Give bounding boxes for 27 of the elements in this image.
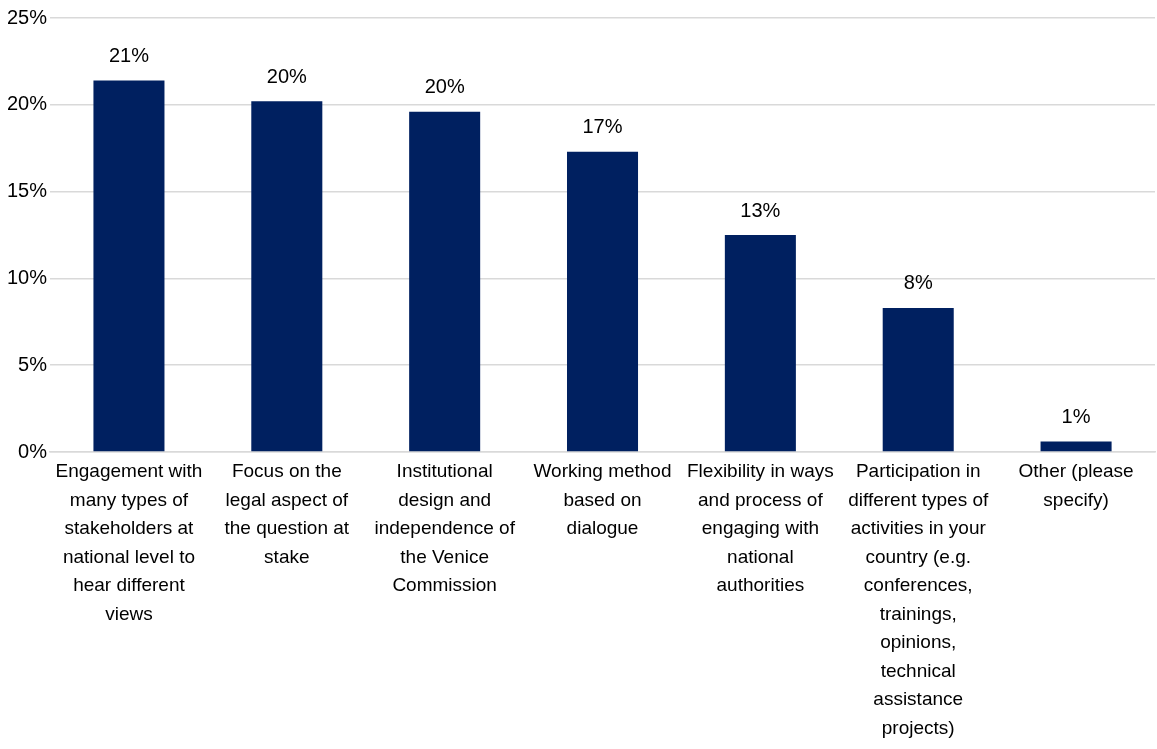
data-label: 17% xyxy=(582,115,623,138)
bar xyxy=(882,307,954,452)
data-label: 1% xyxy=(1061,405,1091,428)
y-tick-label: 0% xyxy=(18,439,48,462)
data-label: 8% xyxy=(903,271,933,294)
bar xyxy=(409,111,481,452)
category-label: Participation in different types of activities in your country (e.g. conferences, trainings, opinions, technical assistance projects) xyxy=(848,460,989,738)
bar xyxy=(251,101,323,452)
y-tick-label: 10% xyxy=(7,265,48,288)
x-tick-label: Focus on the legal aspect of the question at stake xyxy=(224,460,350,567)
data-label: 21% xyxy=(108,44,150,67)
data-label: 20% xyxy=(266,64,308,87)
x-tick-label: Flexibility in ways and process of engaging with national authorities xyxy=(686,460,834,596)
x-tick-label: Engagement with many types of stakeholders at national level to hear different views xyxy=(55,460,203,624)
y-tick-label: 20% xyxy=(7,92,48,115)
data-label: 13% xyxy=(740,198,781,221)
bar xyxy=(567,151,639,452)
bar xyxy=(1040,441,1112,452)
bar xyxy=(93,80,165,452)
x-tick-label: Working method based on dialogue xyxy=(533,460,672,539)
y-tick-label: 15% xyxy=(7,179,48,202)
x-tick-label: Institutional design and independence of the Venice Commission xyxy=(374,460,516,596)
data-label: 20% xyxy=(424,75,465,98)
y-tick-label: 5% xyxy=(18,352,48,375)
y-tick-label: 25% xyxy=(7,5,48,28)
x-tick-label: Other (please specify) xyxy=(1018,460,1134,510)
bar xyxy=(724,235,796,452)
